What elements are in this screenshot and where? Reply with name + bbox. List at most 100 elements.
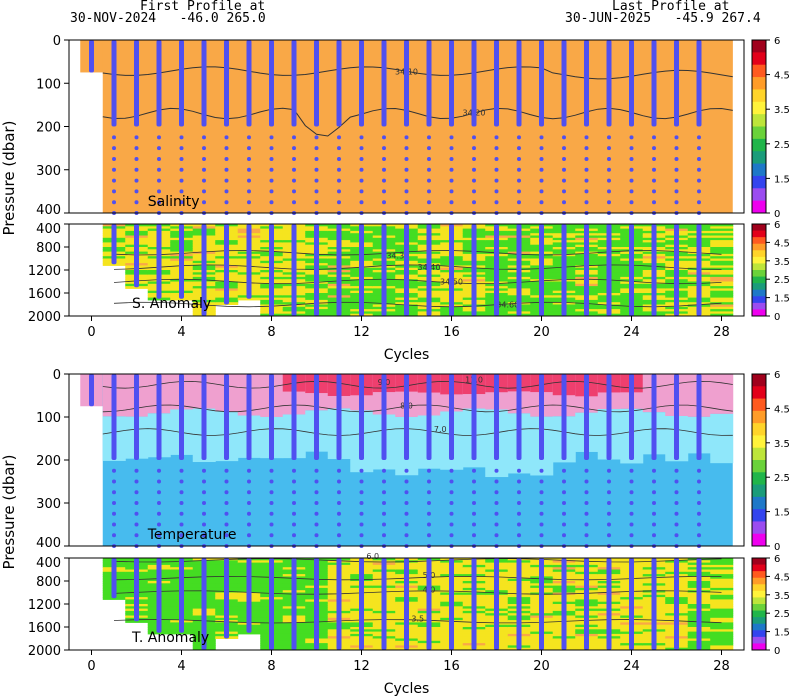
profile-dot xyxy=(314,189,319,194)
colorbar-swatch xyxy=(752,623,766,631)
anomaly-cell xyxy=(170,297,194,301)
anomaly-cell xyxy=(710,643,734,646)
profile-dot xyxy=(539,167,544,172)
profile-dot xyxy=(472,178,476,183)
colorbar-swatch xyxy=(752,283,766,291)
profile-dot xyxy=(651,374,657,460)
profile-dot xyxy=(337,146,341,151)
colorbar-swatch xyxy=(752,584,766,592)
profile-dot xyxy=(629,40,634,127)
profile-dot xyxy=(382,501,386,505)
anomaly-cell xyxy=(710,288,734,292)
profile-dot xyxy=(652,200,656,205)
profile-dot xyxy=(539,40,544,127)
profile-dot xyxy=(134,224,139,288)
profile-dot xyxy=(157,490,161,495)
profile-dot xyxy=(427,479,431,484)
profile-dot xyxy=(382,468,386,473)
profile-dot xyxy=(629,167,634,172)
profile-dot xyxy=(404,558,409,650)
profile-dot xyxy=(224,40,229,127)
profile-dot xyxy=(404,200,409,205)
profile-dot xyxy=(471,558,477,650)
profile-dot xyxy=(292,200,296,205)
profile-dot xyxy=(179,224,184,299)
profile-dot xyxy=(202,189,206,194)
profile-dot xyxy=(696,558,702,650)
colorbar-swatch xyxy=(752,138,766,152)
profile-dot xyxy=(134,468,139,473)
profile-dot xyxy=(359,178,364,183)
profile-dot xyxy=(652,533,656,538)
profile-dot xyxy=(292,468,296,473)
anomaly-cell xyxy=(147,631,171,635)
profile-dot xyxy=(697,200,701,205)
profile-dot xyxy=(697,479,701,484)
colorbar-swatch xyxy=(752,175,766,189)
profile-dot xyxy=(517,200,521,205)
profile-dot xyxy=(607,511,611,516)
profile-dot xyxy=(202,468,206,473)
profile-dot xyxy=(359,200,364,205)
profile-dot xyxy=(427,156,431,161)
profile-dot xyxy=(539,200,544,205)
profile-dot xyxy=(697,167,701,172)
profile-dot xyxy=(179,511,184,516)
profile-dot xyxy=(652,501,656,505)
x-tick-label: 24 xyxy=(623,325,640,340)
profile-dot xyxy=(337,167,341,172)
profile-dot xyxy=(607,135,611,140)
profile-dot xyxy=(224,522,229,527)
colorbar-swatch xyxy=(752,40,766,53)
profile-dot xyxy=(269,200,274,205)
profile-dot xyxy=(696,374,702,460)
colorbar-swatch xyxy=(752,64,766,78)
profile-dot xyxy=(629,189,634,194)
profile-dot xyxy=(381,558,387,650)
profile-dot xyxy=(427,135,431,140)
profile-dot xyxy=(517,167,521,172)
profile-dot xyxy=(517,511,521,516)
x-tick-label: 4 xyxy=(177,659,185,674)
profile-dot xyxy=(472,189,476,194)
profile-dot xyxy=(539,156,544,161)
profile-dot xyxy=(584,468,589,473)
colorbar-tick-label: 0 xyxy=(774,646,780,657)
anomaly-cell xyxy=(170,631,194,635)
profile-dot xyxy=(156,558,162,633)
anomaly-cell xyxy=(710,597,734,600)
x-tick-label: 16 xyxy=(443,325,460,340)
colorbar-swatch xyxy=(752,617,766,625)
profile-dot xyxy=(337,490,341,495)
profile-dot xyxy=(584,135,589,140)
profile-dot xyxy=(404,511,409,516)
profile-dot xyxy=(337,200,341,205)
colorbar-tick-label: 1.5 xyxy=(774,294,790,305)
colorbar-swatch xyxy=(752,250,766,258)
profile-dot xyxy=(404,167,409,172)
profile-dot xyxy=(314,167,319,172)
profile-dot xyxy=(652,490,656,495)
profile-dot xyxy=(697,156,701,161)
profile-dot xyxy=(696,40,702,127)
profile-dot xyxy=(157,146,161,151)
profile-dot xyxy=(157,468,161,473)
profile-dot xyxy=(202,200,206,205)
profile-dot xyxy=(291,374,297,460)
profile-dot xyxy=(607,200,611,205)
profile-dot xyxy=(382,135,386,140)
profile-dot xyxy=(517,189,521,194)
profile-dot xyxy=(472,511,476,516)
anomaly-cell xyxy=(710,608,734,612)
anomaly-cell xyxy=(710,251,734,255)
profile-dot xyxy=(359,468,364,473)
profile-dot xyxy=(539,374,544,460)
contour-label: 6.0 xyxy=(366,552,379,561)
profile-dot xyxy=(516,558,522,650)
profile-dot xyxy=(224,479,229,484)
colorbar-tick-label: 6 xyxy=(774,554,780,565)
profile-dot xyxy=(674,40,679,127)
colorbar-swatch xyxy=(752,386,766,400)
profile-dot xyxy=(427,189,431,194)
profile-dot xyxy=(202,156,206,161)
